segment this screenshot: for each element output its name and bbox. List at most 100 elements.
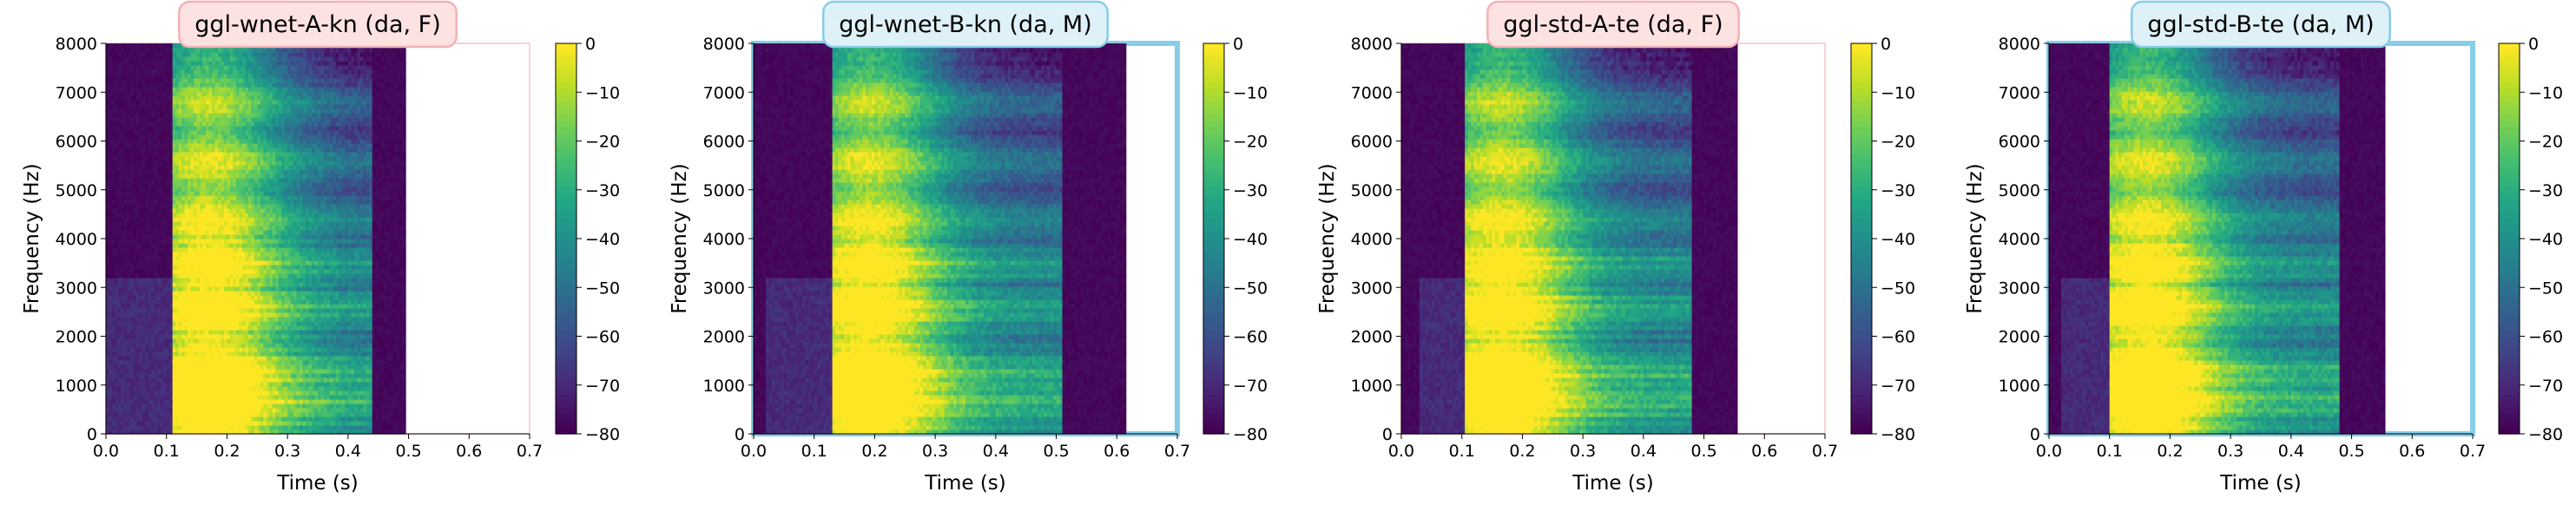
y-axis-label: Frequency (Hz) [669, 163, 691, 313]
y-tick-label: 2000 [1351, 328, 1393, 347]
panel-title: ggl-wnet-B-kn (da, M) [839, 11, 1092, 38]
colorbar: 0−10−20−30−40−50−60−70−80 [2499, 35, 2563, 444]
x-tick-label: 0.1 [154, 442, 180, 461]
colorbar-tick-label: −20 [2528, 133, 2563, 152]
x-tick-label: 0.1 [801, 442, 827, 461]
colorbar-tick-label: −80 [585, 425, 620, 444]
y-tick-label: 8000 [1999, 35, 2040, 54]
x-axis-label: Time (s) [2219, 472, 2302, 495]
spectrogram-heatmap [1401, 43, 1738, 435]
colorbar-tick-label: −20 [585, 133, 620, 152]
colorbar-tick-label: 0 [2528, 35, 2539, 54]
y-tick-label: 1000 [56, 377, 97, 396]
colorbar-tick-label: −70 [1233, 377, 1268, 396]
x-tick-label: 0.1 [2097, 442, 2123, 461]
y-tick-label: 0 [735, 425, 745, 444]
y-tick-label: 2000 [703, 328, 745, 347]
colorbar-tick-label: −80 [1881, 425, 1915, 444]
x-tick-label: 0.1 [1449, 442, 1475, 461]
colorbar: 0−10−20−30−40−50−60−70−80 [1203, 35, 1268, 444]
x-tick-label: 0.4 [335, 442, 361, 461]
colorbar-tick-label: −80 [2528, 425, 2563, 444]
x-tick-label: 0.5 [395, 442, 421, 461]
y-tick-label: 4000 [703, 230, 745, 249]
panel-title-badge: ggl-std-A-te (da, F) [1487, 2, 1738, 47]
colorbar: 0−10−20−30−40−50−60−70−80 [1851, 35, 1915, 444]
y-tick-label: 5000 [1999, 181, 2040, 200]
x-tick-label: 0.3 [274, 442, 300, 461]
panel-title-badge: ggl-wnet-B-kn (da, M) [823, 2, 1108, 47]
colorbar-tick-label: −30 [2528, 181, 2563, 200]
panel-title: ggl-std-A-te (da, F) [1503, 11, 1723, 38]
colorbar-tick-label: −50 [1881, 279, 1915, 298]
panel-title: ggl-wnet-A-kn (da, F) [194, 11, 440, 38]
colorbar-tick-label: −70 [1881, 377, 1915, 396]
colorbar-tick-label: −40 [2528, 230, 2563, 249]
colorbar-tick-label: −70 [585, 377, 620, 396]
colorbar: 0−10−20−30−40−50−60−70−80 [556, 35, 620, 444]
y-tick-label: 8000 [703, 35, 745, 54]
y-tick-label: 3000 [703, 279, 745, 298]
x-tick-label: 0.2 [2157, 442, 2183, 461]
x-tick-label: 0.5 [2338, 442, 2364, 461]
y-tick-label: 5000 [1351, 181, 1393, 200]
y-tick-label: 7000 [1999, 83, 2040, 102]
colorbar-tick-label: −40 [1233, 230, 1268, 249]
colorbar-tick-label: −60 [585, 328, 620, 347]
spectrogram-panel-1: 0.0 0.1 0.2 0.3 0.4 0.5 0.6 0.70100020003000400… [21, 2, 620, 495]
x-tick-label: 0.3 [922, 442, 948, 461]
x-tick-label: 0.0 [93, 442, 119, 461]
x-tick-label: 0.6 [1104, 442, 1130, 461]
y-axis-label: Frequency (Hz) [1964, 163, 1986, 313]
y-tick-label: 3000 [1999, 279, 2040, 298]
x-tick-label: 0.0 [1388, 442, 1414, 461]
y-tick-label: 8000 [56, 35, 97, 54]
spectrogram-heatmap [754, 43, 1126, 435]
colorbar-tick-label: −70 [2528, 377, 2563, 396]
colorbar-tick-label: −50 [1233, 279, 1268, 298]
colorbar-tick-label: −30 [1233, 181, 1268, 200]
x-tick-label: 0.7 [1164, 442, 1190, 461]
y-tick-label: 0 [1382, 425, 1393, 444]
spectrogram-panel-2: 0.0 0.1 0.2 0.3 0.4 0.5 0.6 0.70100020003000400… [669, 2, 1268, 495]
colorbar-tick-label: −50 [2528, 279, 2563, 298]
x-tick-label: 0.6 [456, 442, 482, 461]
colorbar-tick-label: 0 [1233, 35, 1243, 54]
y-tick-label: 8000 [1351, 35, 1393, 54]
x-tick-label: 0.5 [1690, 442, 1716, 461]
x-tick-label: 0.6 [1751, 442, 1777, 461]
colorbar-tick-label: −30 [1881, 181, 1915, 200]
spectrogram-panel-3: 0.0 0.1 0.2 0.3 0.4 0.5 0.6 0.70100020003000400… [1316, 2, 1915, 495]
y-tick-label: 1000 [703, 377, 745, 396]
x-tick-label: 0.2 [861, 442, 887, 461]
x-axis-label: Time (s) [1571, 472, 1654, 495]
y-tick-label: 2000 [1999, 328, 2040, 347]
colorbar-tick-label: 0 [1881, 35, 1891, 54]
y-tick-label: 5000 [56, 181, 97, 200]
x-tick-label: 0.4 [983, 442, 1009, 461]
y-tick-label: 7000 [1351, 83, 1393, 102]
x-tick-label: 0.7 [2460, 442, 2486, 461]
colorbar-tick-label: −80 [1233, 425, 1268, 444]
colorbar-tick-label: −20 [1881, 133, 1915, 152]
panel-title: ggl-std-B-te (da, M) [2147, 11, 2374, 38]
x-tick-label: 0.7 [517, 442, 543, 461]
y-tick-label: 7000 [703, 83, 745, 102]
y-tick-label: 6000 [1351, 133, 1393, 152]
x-tick-label: 0.3 [2217, 442, 2243, 461]
y-tick-label: 5000 [703, 181, 745, 200]
colorbar-tick-label: −40 [1881, 230, 1915, 249]
x-tick-label: 0.2 [1509, 442, 1535, 461]
x-axis-label: Time (s) [276, 472, 359, 495]
colorbar-tick-label: −20 [1233, 133, 1268, 152]
x-tick-label: 0.3 [1570, 442, 1596, 461]
y-axis-label: Frequency (Hz) [1316, 163, 1339, 313]
x-tick-label: 0.4 [1631, 442, 1657, 461]
x-axis-label: Time (s) [924, 472, 1006, 495]
y-tick-label: 0 [2030, 425, 2040, 444]
panel-title-badge: ggl-std-B-te (da, M) [2131, 2, 2389, 47]
colorbar-tick-label: −10 [585, 83, 620, 102]
spectrogram-panel-4: 0.0 0.1 0.2 0.3 0.4 0.5 0.6 0.70100020003000400… [1964, 2, 2563, 495]
x-tick-label: 0.0 [2036, 442, 2062, 461]
